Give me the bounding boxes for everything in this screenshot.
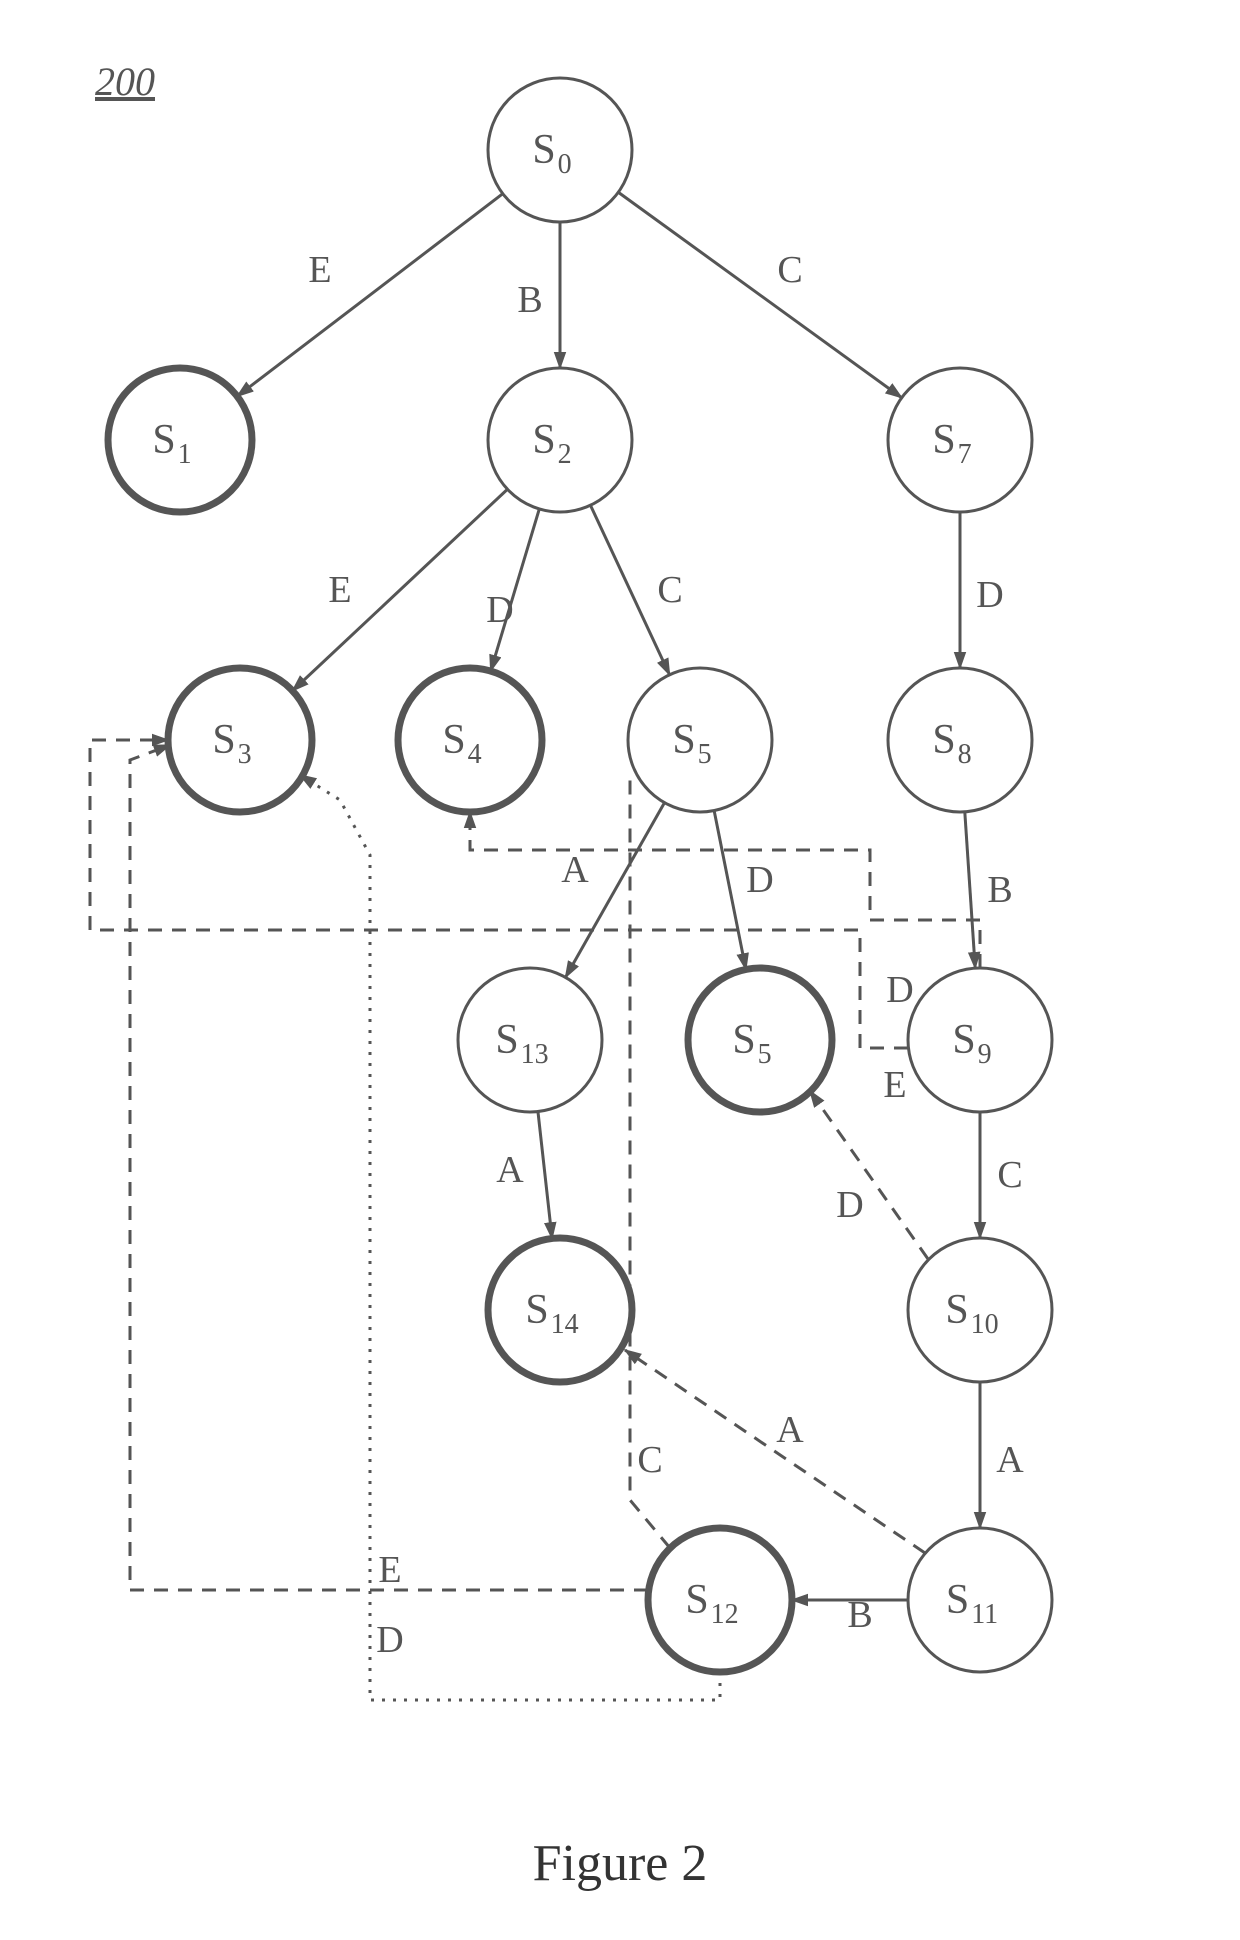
figure-caption: Figure 2: [533, 1835, 708, 1892]
node-S1: S1: [108, 368, 252, 512]
poly-edge-label-6: D: [376, 1619, 403, 1661]
edge-label-S7-S8: D: [976, 574, 1003, 616]
node-S10: S10: [908, 1238, 1052, 1382]
poly-edge-3: [625, 1350, 925, 1553]
edge-label-S2-S5a: C: [657, 569, 682, 611]
figure-number: 200: [95, 59, 155, 104]
node-S5a: S5: [628, 668, 772, 812]
poly-edge-label-4: C: [637, 1439, 662, 1481]
edge-label-S8-S9: B: [987, 869, 1012, 911]
edge-S2-S3: [293, 489, 508, 691]
edge-S5a-S5b: [714, 811, 746, 970]
poly-edge-2: [810, 1091, 928, 1259]
state-diagram: EBCEDCDADBACABDEDACEDS0S1S2S7S3S4S5S8S13…: [0, 0, 1240, 1940]
poly-edge-label-0: D: [886, 969, 913, 1011]
edge-label-S10-S11: A: [996, 1439, 1024, 1481]
node-S0: S0: [488, 78, 632, 222]
node-S9: S9: [908, 968, 1052, 1112]
edge-S8-S9: [965, 812, 975, 968]
edge-label-S0-S1: E: [308, 249, 331, 291]
poly-edge-0: [470, 812, 980, 968]
edge-label-S13-S14: A: [496, 1149, 524, 1191]
poly-edge-label-1: E: [883, 1064, 906, 1106]
node-S14: S14: [488, 1238, 632, 1382]
node-S7: S7: [888, 368, 1032, 512]
node-S12: S12: [648, 1528, 792, 1672]
poly-edge-label-5: E: [378, 1549, 401, 1591]
node-S2: S2: [488, 368, 632, 512]
node-S5b: S5: [688, 968, 832, 1112]
edge-S13-S14: [538, 1112, 552, 1239]
node-S4: S4: [398, 668, 542, 812]
edge-S0-S7: [618, 192, 901, 397]
edge-label-S0-S2: B: [517, 279, 542, 321]
node-S3: S3: [168, 668, 312, 812]
edge-label-S2-S4: D: [486, 589, 513, 631]
edge-S0-S1: [237, 194, 503, 397]
edge-label-S5a-S5b: D: [746, 859, 773, 901]
edge-label-S0-S7: C: [777, 249, 802, 291]
edge-label-S2-S3: E: [328, 569, 351, 611]
poly-edge-label-3: A: [776, 1409, 804, 1451]
poly-edge-label-2: D: [836, 1184, 863, 1226]
edge-label-S9-S10: C: [997, 1154, 1022, 1196]
poly-edge-4: [630, 755, 670, 1548]
node-S13: S13: [458, 968, 602, 1112]
edge-label-S5a-S13: A: [561, 849, 589, 891]
node-S8: S8: [888, 668, 1032, 812]
node-S11: S11: [908, 1528, 1052, 1672]
edge-label-S11-S12: B: [847, 1594, 872, 1636]
